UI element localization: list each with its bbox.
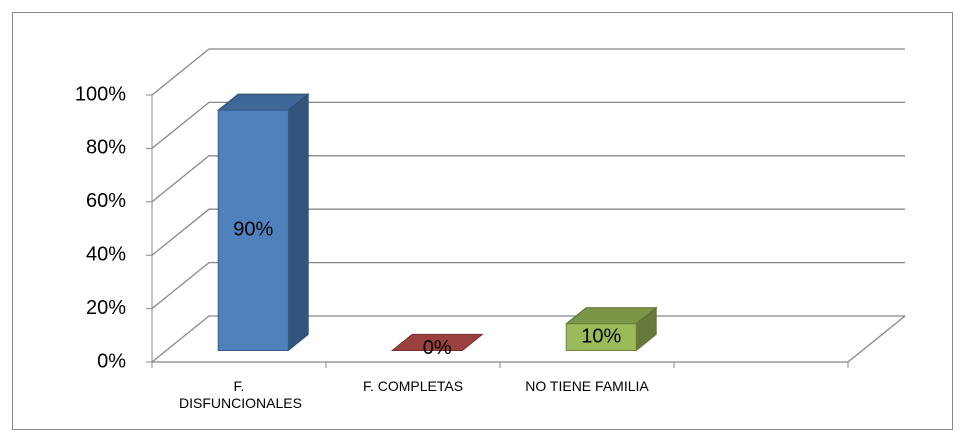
y-tick-label: 0% (97, 350, 126, 372)
y-tick-label: 100% (75, 83, 126, 105)
x-tick-label: NO TIENE FAMILIA (525, 378, 649, 394)
value-label: 90% (233, 219, 273, 241)
y-tick-label: 80% (86, 137, 126, 159)
grid-line (151, 101, 905, 149)
x-tick-label: F. DISFUNCIONALES (179, 378, 302, 411)
chart-border (12, 12, 953, 430)
value-label: 10% (581, 325, 621, 347)
bar (565, 323, 637, 351)
grid-line (151, 315, 905, 363)
grid-line (151, 208, 905, 256)
bar-side (287, 93, 309, 352)
x-tick-label: F. COMPLETAS (362, 378, 464, 394)
y-tick-label: 60% (86, 190, 126, 212)
grid-line (151, 155, 905, 203)
y-tick-label: 20% (86, 297, 126, 319)
bar-top (390, 333, 484, 351)
value-label: 0% (423, 337, 452, 359)
grid-line (151, 261, 905, 310)
grid-line (151, 48, 905, 96)
bar (217, 109, 289, 351)
y-tick-label: 40% (86, 243, 126, 265)
